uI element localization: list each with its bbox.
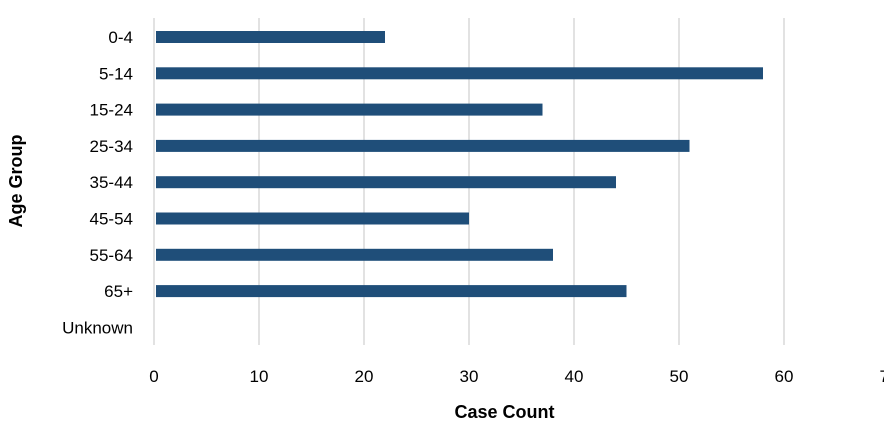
bars [156, 31, 763, 298]
bar-15-24 [156, 103, 543, 116]
x-tick-label: 50 [670, 367, 689, 386]
y-tick-label: 25-34 [90, 137, 133, 156]
x-axis-title: Case Count [454, 402, 554, 422]
y-tick-label: Unknown [62, 318, 133, 337]
y-tick-label: 45-54 [90, 210, 133, 229]
x-tick-label: 10 [250, 367, 269, 386]
bar-25-34 [156, 139, 690, 152]
x-tick-label: 20 [355, 367, 374, 386]
y-tick-label: 65+ [104, 282, 133, 301]
y-tick-labels: 0-4 5-14 15-24 25-34 35-44 45-54 55-64 65+ Unkno… [62, 28, 133, 337]
y-tick-label: 5-14 [99, 64, 133, 83]
y-axis-title: Age Group [6, 134, 26, 227]
y-tick-label: 0-4 [108, 28, 133, 47]
bar-5-14 [156, 67, 763, 80]
bar-55-64 [156, 248, 553, 261]
y-tick-label: 35-44 [90, 173, 133, 192]
x-tick-label: 30 [460, 367, 479, 386]
bar-45-54 [156, 212, 469, 225]
x-tick-label: 70 [880, 367, 884, 386]
y-tick-label: 15-24 [90, 101, 133, 120]
y-tick-label: 55-64 [90, 246, 133, 265]
x-tick-label: 40 [565, 367, 584, 386]
bar-65- [156, 285, 627, 298]
x-tick-label: 60 [775, 367, 794, 386]
bar-35-44 [156, 176, 616, 189]
x-tick-label: 0 [149, 367, 158, 386]
x-tick-labels: 0 10 20 30 40 50 60 70 [149, 367, 884, 386]
bar-0-4 [156, 31, 385, 43]
